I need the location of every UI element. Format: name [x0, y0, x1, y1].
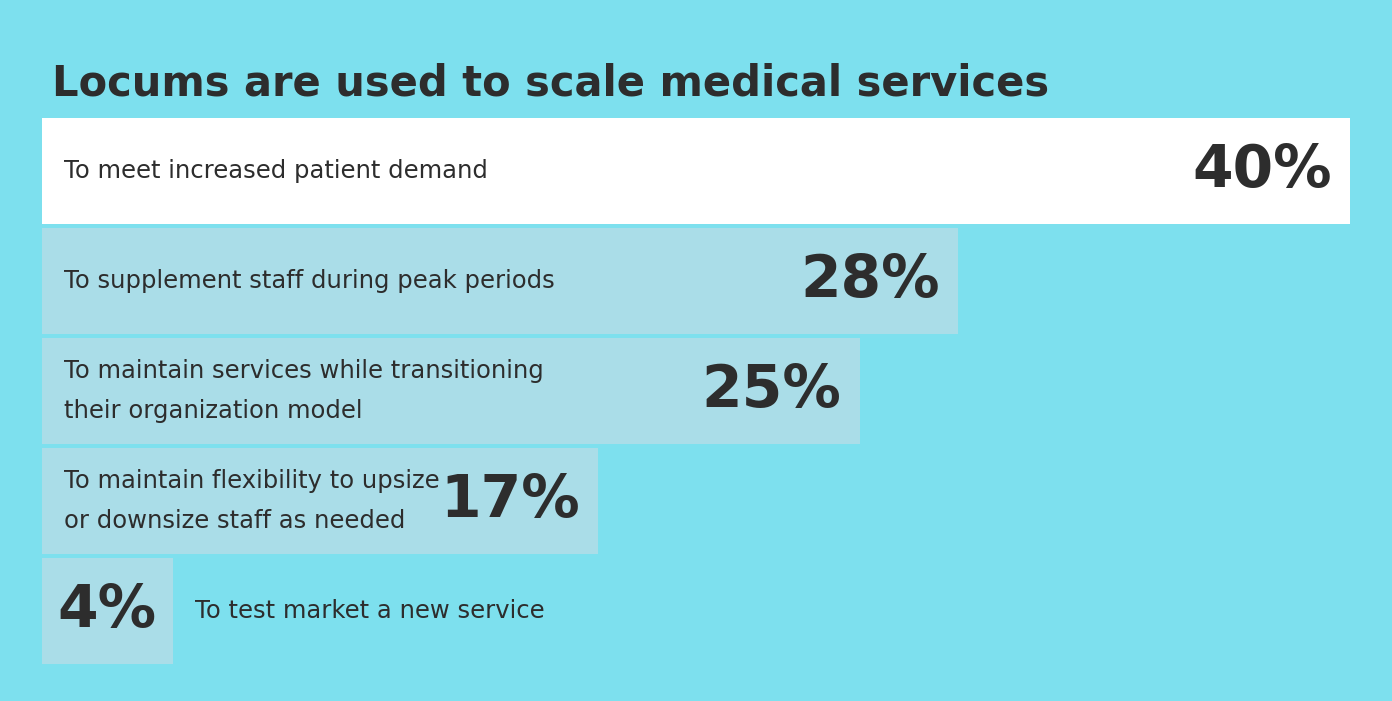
- Bar: [42, 448, 599, 554]
- Text: To test market a new service: To test market a new service: [195, 599, 544, 623]
- Bar: [42, 118, 1350, 224]
- Text: To maintain services while transitioning: To maintain services while transitioning: [64, 359, 544, 383]
- Text: To meet increased patient demand: To meet increased patient demand: [64, 159, 487, 183]
- Text: 28%: 28%: [800, 252, 940, 310]
- Text: 25%: 25%: [702, 362, 842, 419]
- Text: To supplement staff during peak periods: To supplement staff during peak periods: [64, 269, 555, 293]
- Bar: [42, 338, 859, 444]
- Text: To maintain flexibility to upsize: To maintain flexibility to upsize: [64, 469, 440, 493]
- Bar: [42, 558, 173, 664]
- Text: 17%: 17%: [440, 472, 580, 529]
- Text: Locums are used to scale medical services: Locums are used to scale medical service…: [52, 62, 1050, 104]
- Text: 40%: 40%: [1193, 142, 1332, 200]
- Text: 4%: 4%: [57, 583, 156, 639]
- Bar: [42, 228, 958, 334]
- Text: or downsize staff as needed: or downsize staff as needed: [64, 509, 405, 533]
- Text: their organization model: their organization model: [64, 399, 362, 423]
